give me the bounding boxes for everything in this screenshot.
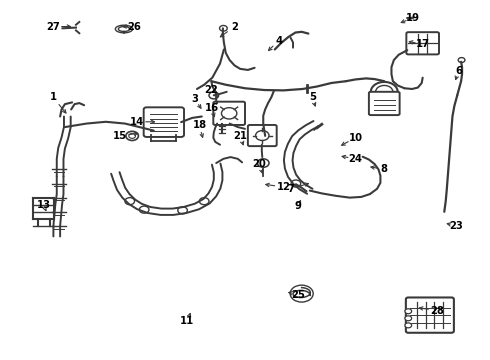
Text: 9: 9 [294, 202, 301, 211]
Circle shape [405, 309, 412, 314]
FancyBboxPatch shape [406, 32, 439, 54]
Circle shape [371, 82, 398, 102]
Circle shape [405, 316, 412, 321]
Text: 16: 16 [204, 103, 219, 113]
Circle shape [221, 108, 237, 119]
Text: 7: 7 [287, 184, 294, 194]
Circle shape [376, 85, 393, 98]
Text: 19: 19 [406, 13, 420, 23]
Text: 5: 5 [309, 92, 316, 102]
Text: 15: 15 [113, 131, 127, 141]
Circle shape [291, 180, 301, 187]
Text: 13: 13 [36, 200, 50, 210]
Text: 24: 24 [348, 154, 363, 164]
Text: 28: 28 [430, 306, 444, 315]
Circle shape [209, 92, 219, 99]
Text: 4: 4 [275, 36, 282, 46]
Circle shape [199, 198, 209, 205]
Text: 20: 20 [252, 159, 266, 169]
Circle shape [256, 131, 269, 140]
FancyBboxPatch shape [406, 297, 454, 333]
Circle shape [458, 58, 465, 63]
Text: 18: 18 [192, 120, 206, 130]
Circle shape [257, 159, 269, 167]
Text: 12: 12 [276, 182, 291, 192]
Text: 27: 27 [46, 22, 60, 32]
Text: 14: 14 [130, 117, 144, 127]
FancyBboxPatch shape [213, 102, 245, 125]
Text: 11: 11 [180, 316, 195, 326]
Circle shape [178, 207, 187, 214]
Circle shape [126, 131, 138, 140]
Circle shape [405, 323, 412, 328]
Text: 23: 23 [449, 221, 463, 231]
Text: 8: 8 [381, 165, 388, 174]
Text: 1: 1 [49, 92, 56, 102]
Text: 10: 10 [348, 133, 363, 143]
Text: 2: 2 [231, 22, 238, 32]
Text: 6: 6 [455, 66, 462, 76]
Text: 26: 26 [127, 22, 142, 32]
Circle shape [139, 206, 149, 213]
Text: 21: 21 [233, 131, 247, 141]
Text: 3: 3 [191, 94, 198, 104]
Text: 22: 22 [204, 85, 218, 95]
Circle shape [220, 26, 227, 31]
Text: 25: 25 [291, 290, 305, 300]
FancyBboxPatch shape [144, 107, 184, 137]
Text: 17: 17 [416, 39, 430, 49]
FancyBboxPatch shape [248, 125, 277, 146]
Circle shape [125, 198, 135, 205]
Circle shape [129, 134, 136, 138]
FancyBboxPatch shape [369, 92, 400, 115]
